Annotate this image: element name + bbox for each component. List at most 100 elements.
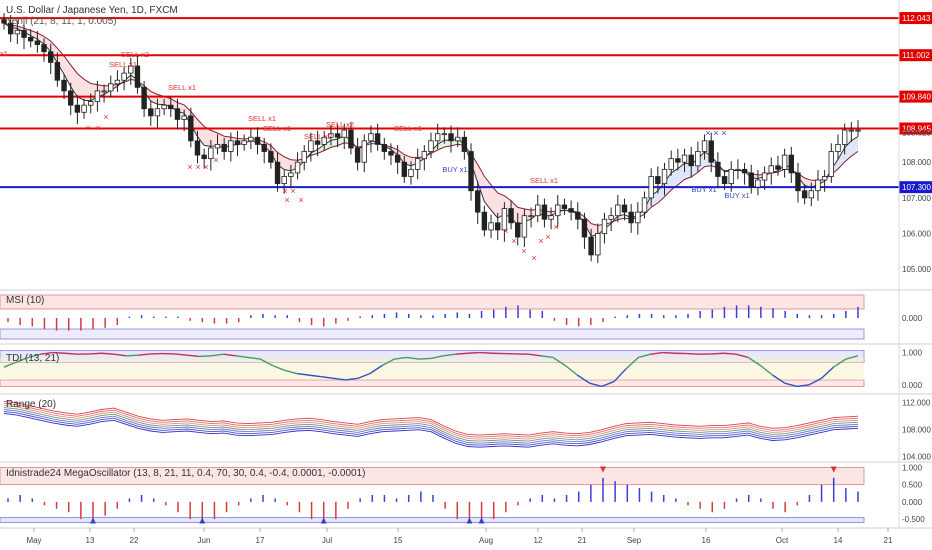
candle-body (788, 154, 794, 174)
candle-body (388, 151, 394, 156)
time-tick-label: 21 (578, 536, 587, 545)
tdi-line-segment (186, 354, 200, 358)
level-price-label: 108.945 (902, 125, 931, 134)
candle-body (601, 218, 608, 234)
ma-ribbon-segment (671, 168, 678, 190)
ma-ribbon-segment (84, 79, 91, 101)
ma-ribbon-segment (77, 73, 85, 101)
candle-body (354, 147, 361, 163)
tdi-line-segment (64, 352, 78, 355)
ma-ribbon-segment (64, 56, 71, 87)
candle-body (808, 190, 814, 199)
candle-body (188, 115, 194, 142)
candle-body (328, 133, 334, 138)
candle-body (508, 208, 514, 224)
signal-cross-marker: × (103, 112, 108, 122)
tdi-line-segment (199, 355, 212, 358)
ma-ribbon-segment (664, 172, 672, 197)
level-price-tag (899, 181, 932, 194)
candle-body (461, 136, 468, 152)
candle-body (41, 44, 47, 53)
range-tick-label: 104.000 (902, 453, 931, 462)
tdi-line-segment (406, 356, 419, 360)
candle-body (488, 222, 494, 231)
candle-body (681, 154, 688, 163)
msi-upper-band (0, 294, 865, 310)
tdi-line-segment (711, 352, 724, 355)
candle-body (88, 101, 94, 106)
sell-signal-label: SELL x1 (263, 124, 291, 133)
candle-body (228, 140, 234, 152)
ma-ribbon-segment (317, 144, 325, 154)
candle-body (94, 90, 101, 103)
ma-ribbon-segment (697, 151, 705, 173)
ma-ribbon-segment (330, 139, 338, 148)
tdi-line-segment (394, 356, 407, 360)
time-tick-label: 22 (130, 536, 139, 545)
candle-body (74, 104, 81, 113)
candle-body (468, 151, 474, 192)
range-tick-label: 112.000 (902, 399, 931, 408)
tdi-line-segment (52, 351, 66, 354)
osc-buy-arrow (199, 517, 206, 524)
tdi-line-segment (650, 351, 663, 355)
candle-body (168, 104, 174, 110)
tdi-line-segment (211, 353, 224, 357)
candle-body (595, 233, 601, 256)
candle-body (815, 179, 821, 192)
osc-sell-arrow (600, 466, 606, 473)
candle-body (755, 179, 761, 188)
tdi-line-segment (333, 377, 346, 381)
candle-body (281, 176, 287, 185)
candle-body (381, 143, 387, 152)
candle-body (641, 197, 648, 213)
sell-signal-label: SELL x1 (530, 176, 558, 185)
tdi-line-segment (284, 369, 297, 375)
chart-title: U.S. Dollar / Japanese Yen, 1D, FXCM (6, 5, 178, 16)
candle-body (708, 140, 714, 163)
time-tick-label: Sep (627, 536, 642, 545)
signal-cross-marker: × (282, 186, 287, 196)
candle-body (294, 161, 301, 174)
candle-body (301, 151, 307, 163)
candle-body (441, 133, 448, 136)
candle-body (68, 90, 74, 106)
level-price-tag (899, 12, 932, 25)
signal-cross-marker: × (705, 128, 710, 138)
time-tick-label: Oct (776, 536, 789, 545)
candle-body (501, 208, 508, 231)
range-band-line (3, 402, 859, 438)
tdi-line-segment (467, 351, 480, 354)
price-tick-label: 106.000 (902, 230, 931, 239)
candle-body (434, 133, 441, 142)
tdi-lower-band (0, 379, 865, 387)
candle-body (428, 140, 434, 152)
tdi-line-segment (113, 353, 127, 357)
tdi-line-segment (772, 374, 786, 384)
signal-cross-marker: × (531, 253, 536, 263)
tdi-line-segment (138, 353, 151, 356)
range-title: Range (20) (6, 399, 57, 410)
tdi-title: TDI (13, 21) (6, 353, 60, 364)
tdi-line-segment (321, 376, 334, 380)
tdi-line-segment (125, 354, 139, 357)
time-tick-label: 16 (702, 536, 711, 545)
candle-body (361, 140, 367, 163)
osc-tick-label: 0.500 (902, 481, 923, 490)
candle-body (675, 158, 681, 163)
candle-body (841, 129, 848, 145)
ma-ribbon-segment (484, 176, 492, 211)
tdi-line-segment (259, 358, 273, 367)
level-price-tag (899, 49, 932, 62)
price-tick-label: 108.000 (902, 158, 931, 167)
candle-body (781, 154, 788, 170)
signal-cross-marker: × (538, 236, 543, 246)
tdi-line-segment (759, 364, 774, 376)
time-tick-label: 13 (86, 536, 95, 545)
price-tick-label: 107.000 (902, 194, 931, 203)
time-tick-label: 15 (394, 536, 403, 545)
candle-body (241, 140, 247, 145)
candle-body (81, 104, 87, 113)
osc-buy-arrow (478, 517, 485, 524)
